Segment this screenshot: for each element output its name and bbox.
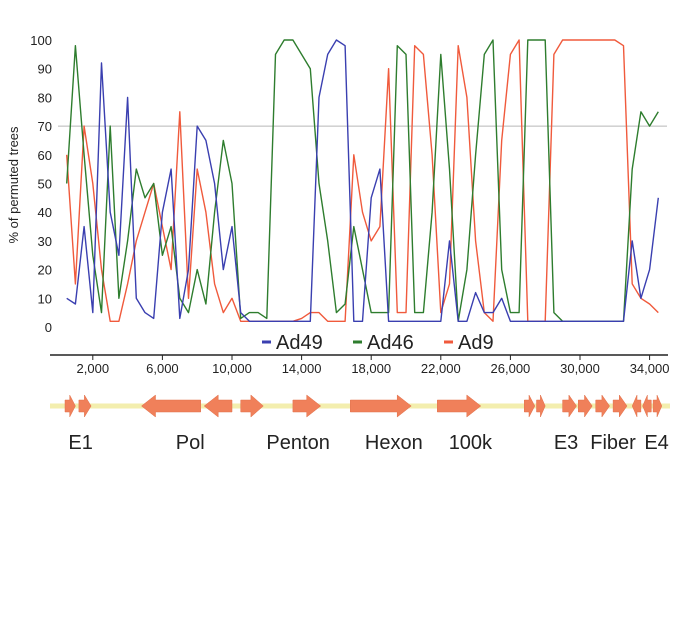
x-tick-label: 26,000 — [491, 361, 531, 376]
y-tick-label: 70 — [38, 119, 52, 134]
y-tick-label: 50 — [38, 177, 52, 192]
gene-arrow — [562, 394, 577, 418]
gene-label-e3: E3 — [554, 432, 578, 454]
gene-label-pol: Pol — [176, 432, 205, 454]
gene-arrow — [350, 394, 412, 418]
x-tick-label: 18,000 — [351, 361, 391, 376]
legend-label-ad9: Ad9 — [458, 332, 494, 354]
x-tick-label: 2,000 — [77, 361, 110, 376]
y-tick-label: 20 — [38, 263, 52, 278]
gene-arrow — [595, 394, 610, 418]
gene-arrow — [240, 394, 264, 418]
gene-label-fiber: Fiber — [590, 432, 636, 454]
series-line-ad49 — [66, 39, 659, 322]
gene-map: E1 Pol Penton Hexon 100k E3 Fiber E4 — [50, 394, 670, 454]
y-tick-label: 0 — [45, 320, 52, 335]
y-axis-label: % of permuted trees — [6, 126, 21, 244]
x-tick-label: 14,000 — [282, 361, 322, 376]
y-tick-label: 40 — [38, 205, 52, 220]
series-lines — [66, 39, 659, 322]
y-tick-label: 60 — [38, 148, 52, 163]
x-tick-label: 22,000 — [421, 361, 461, 376]
gene-arrow — [78, 394, 92, 418]
x-tick-label: 30,000 — [560, 361, 600, 376]
y-tick-label: 100 — [30, 33, 52, 48]
series-line-ad9 — [66, 39, 659, 322]
y-tick-label: 30 — [38, 234, 52, 249]
legend-label-ad46: Ad46 — [367, 332, 414, 354]
x-axis: 2,000 6,000 10,000 14,000 18,000 22,000 26,000… — [50, 354, 670, 376]
gene-arrow — [524, 394, 536, 418]
gene-arrow — [652, 394, 663, 418]
x-tick-label: 34,000 — [630, 361, 670, 376]
y-tick-label: 80 — [38, 90, 52, 105]
gene-arrow — [536, 394, 546, 418]
gene-arrow — [437, 394, 482, 418]
gene-label-100k: 100k — [449, 432, 493, 454]
legend-label-ad49: Ad49 — [276, 332, 323, 354]
gene-label-e1: E1 — [68, 432, 92, 454]
gene-label-penton: Penton — [266, 432, 329, 454]
gene-arrow — [642, 394, 652, 418]
legend: Ad49 Ad46 Ad9 — [262, 332, 494, 354]
x-tick-label: 6,000 — [146, 361, 179, 376]
series-line-ad46 — [66, 39, 659, 322]
gene-arrow — [141, 394, 201, 418]
y-axis: 0 10 20 30 40 50 60 70 80 90 100 — [30, 33, 52, 335]
gene-arrow — [64, 394, 76, 418]
x-tick-label: 10,000 — [212, 361, 252, 376]
gene-label-hexon: Hexon — [365, 432, 423, 454]
gene-label-e4: E4 — [644, 432, 668, 454]
gene-arrow — [578, 394, 593, 418]
y-tick-label: 90 — [38, 62, 52, 77]
gene-arrow — [292, 394, 322, 418]
gene-arrow — [612, 394, 628, 418]
gene-arrow — [203, 394, 233, 418]
y-tick-label: 10 — [38, 291, 52, 306]
gene-arrow — [631, 394, 642, 418]
